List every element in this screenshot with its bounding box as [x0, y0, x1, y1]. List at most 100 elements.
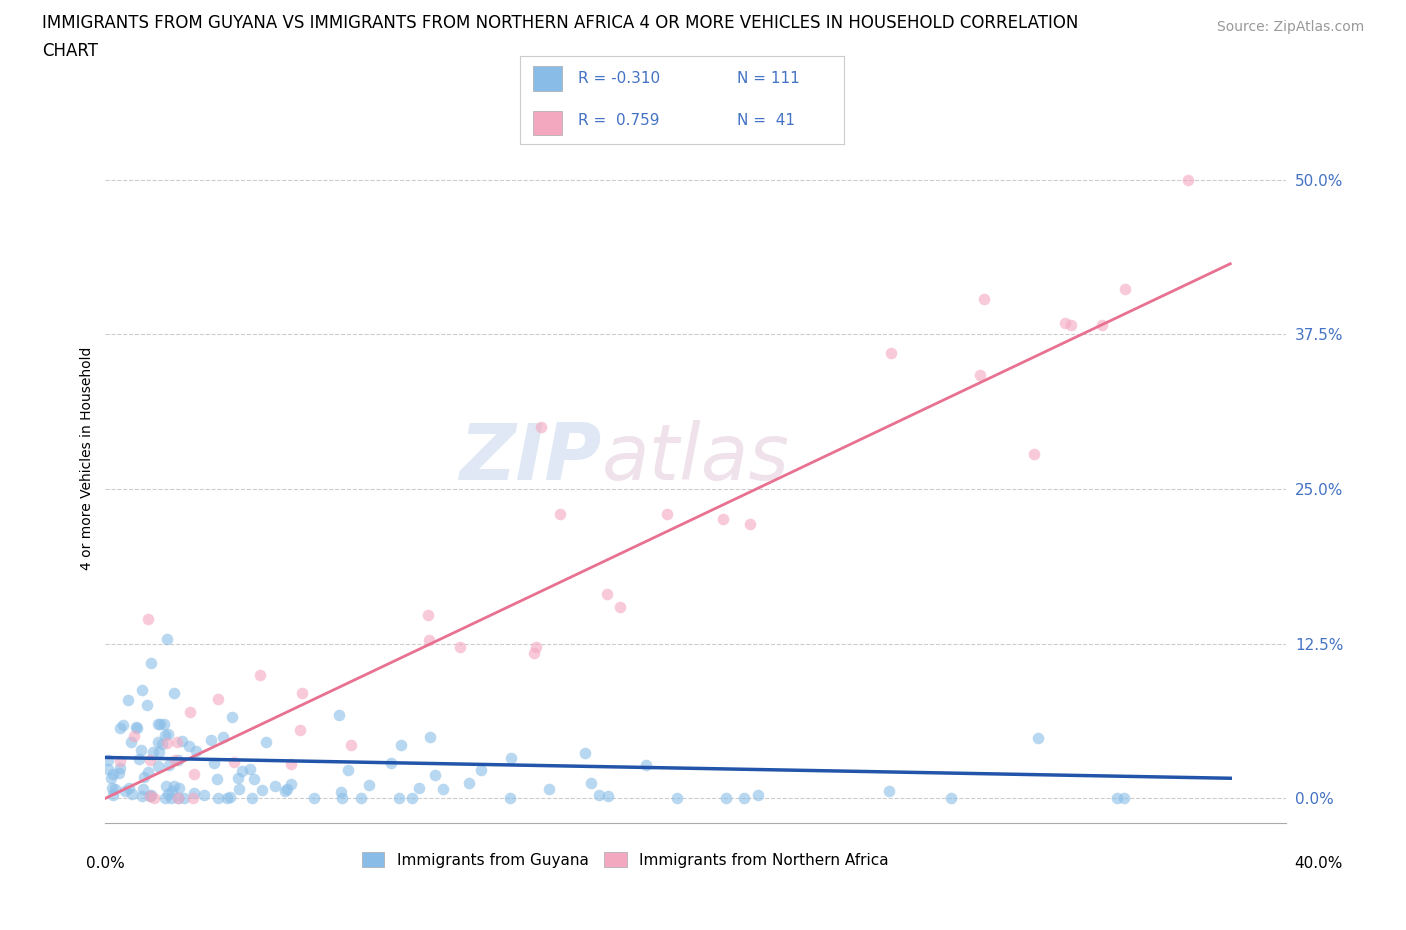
Point: [666, 790, 689, 805]
FancyBboxPatch shape: [533, 111, 562, 136]
FancyBboxPatch shape: [533, 66, 562, 91]
Point: [104, 782, 127, 797]
Point: [101, 788, 124, 803]
Point: [408, 780, 430, 795]
Point: [200, 732, 222, 747]
Point: [183, 766, 205, 781]
Point: [139, 789, 162, 804]
Point: [183, 786, 205, 801]
Point: [179, 704, 201, 719]
Point: [139, 752, 162, 767]
Point: [153, 790, 176, 805]
Point: [156, 736, 179, 751]
Point: [163, 685, 186, 700]
Point: [148, 735, 170, 750]
Point: [880, 345, 903, 360]
Point: [877, 783, 900, 798]
Text: ZIP: ZIP: [460, 420, 602, 496]
Point: [211, 730, 233, 745]
Point: [167, 780, 190, 795]
Point: [330, 790, 353, 805]
Point: [249, 667, 271, 682]
Point: [108, 721, 131, 736]
Point: [122, 729, 145, 744]
Point: [457, 776, 479, 790]
Point: [530, 419, 553, 434]
Point: [588, 787, 610, 802]
Point: [747, 787, 769, 802]
Point: [163, 753, 186, 768]
Point: [146, 717, 169, 732]
Point: [425, 767, 447, 782]
Point: [156, 726, 179, 741]
Point: [328, 708, 350, 723]
Point: [224, 755, 246, 770]
Point: [143, 790, 166, 805]
Point: [173, 790, 195, 805]
Point: [219, 790, 242, 804]
Point: [108, 765, 131, 780]
Point: [449, 640, 471, 655]
Point: [273, 783, 295, 798]
Text: atlas: atlas: [602, 420, 789, 496]
Point: [167, 753, 190, 768]
Point: [499, 790, 522, 805]
Point: [1060, 317, 1083, 332]
Point: [153, 717, 176, 732]
Text: N = 111: N = 111: [737, 71, 800, 86]
Point: [153, 727, 176, 742]
Point: [108, 761, 131, 776]
Point: [419, 730, 441, 745]
Point: [207, 772, 229, 787]
Point: [1022, 446, 1045, 461]
Point: [97, 762, 120, 777]
Point: [1026, 730, 1049, 745]
Point: [142, 744, 165, 759]
Point: [101, 780, 124, 795]
Point: [150, 737, 173, 751]
Point: [655, 507, 678, 522]
Point: [501, 751, 523, 765]
Point: [131, 789, 153, 804]
Point: [117, 692, 139, 707]
Point: [973, 291, 995, 306]
Point: [264, 778, 287, 793]
Point: [548, 507, 571, 522]
Point: [131, 683, 153, 698]
Point: [136, 611, 159, 626]
Point: [609, 600, 631, 615]
Point: [1091, 317, 1114, 332]
Point: [103, 766, 125, 781]
Point: [969, 367, 991, 382]
Text: 0.0%: 0.0%: [86, 856, 125, 870]
Point: [160, 790, 183, 805]
Point: [524, 639, 547, 654]
Text: N =  41: N = 41: [737, 113, 794, 128]
Point: [596, 586, 619, 601]
Point: [217, 790, 239, 805]
Point: [714, 790, 737, 805]
Point: [1053, 315, 1076, 330]
Point: [250, 783, 273, 798]
Point: [290, 723, 312, 737]
Point: [166, 735, 188, 750]
Point: [350, 790, 373, 805]
Point: [149, 716, 172, 731]
Point: [120, 735, 142, 750]
Point: [574, 746, 596, 761]
Point: [118, 780, 141, 795]
Point: [97, 752, 120, 767]
Point: [238, 762, 260, 777]
Point: [1114, 790, 1136, 805]
Point: [108, 753, 131, 768]
Point: [139, 656, 162, 671]
Point: [340, 737, 363, 752]
Point: [401, 790, 423, 805]
Point: [523, 645, 546, 660]
Point: [155, 778, 177, 793]
Point: [240, 790, 263, 805]
Point: [1105, 790, 1128, 805]
Text: IMMIGRANTS FROM GUYANA VS IMMIGRANTS FROM NORTHERN AFRICA 4 OR MORE VEHICLES IN : IMMIGRANTS FROM GUYANA VS IMMIGRANTS FRO…: [42, 14, 1078, 32]
Point: [1114, 282, 1136, 297]
Point: [114, 784, 136, 799]
